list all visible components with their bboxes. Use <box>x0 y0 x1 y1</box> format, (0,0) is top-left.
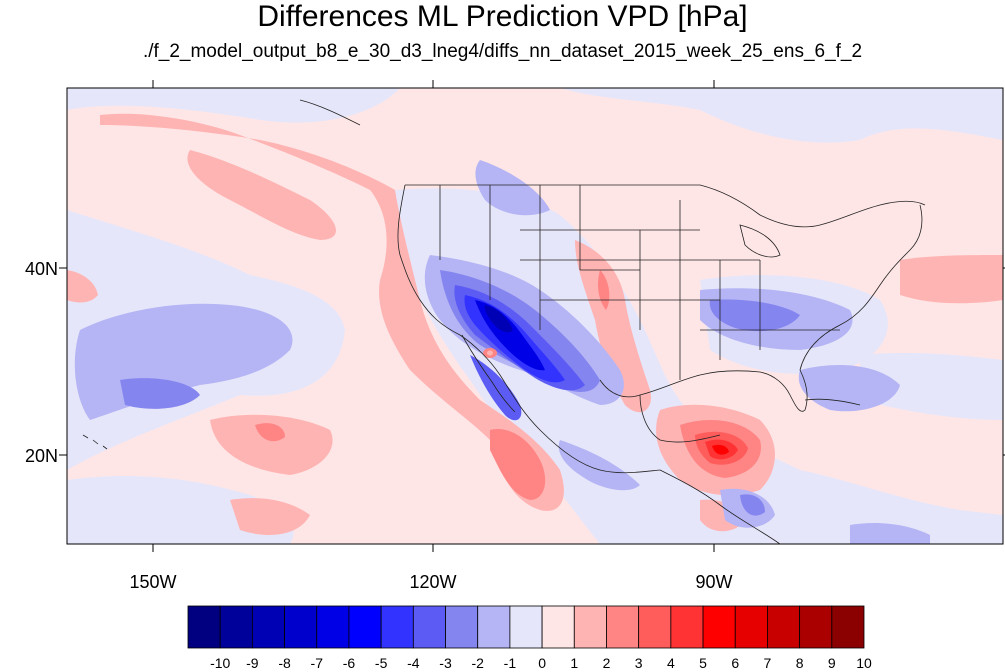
colorbar-tick-label: -2 <box>471 655 484 671</box>
lat-label-40n: 40N <box>25 259 58 279</box>
colorbar-swatch <box>638 605 672 649</box>
colorbar-tick-label: 2 <box>603 655 611 671</box>
colorbar-tick-label: 10 <box>856 655 872 671</box>
colorbar-swatch <box>380 605 414 649</box>
colorbar-swatch <box>477 605 511 649</box>
colorbar-swatch <box>187 605 221 649</box>
colorbar-tick-label: 6 <box>731 655 739 671</box>
colorbar-swatch <box>316 605 350 649</box>
colorbar-tick-label: 4 <box>667 655 675 671</box>
colorbar-swatch <box>284 605 318 649</box>
colorbar-swatch <box>767 605 801 649</box>
colorbar-swatch <box>251 605 285 649</box>
colorbar-tick-label: -5 <box>375 655 388 671</box>
colorbar-swatch <box>702 605 736 649</box>
colorbar-tick-label: 7 <box>764 655 772 671</box>
colorbar-swatch <box>509 605 543 649</box>
colorbar-swatch <box>541 605 575 649</box>
lon-label-90w: 90W <box>695 572 732 592</box>
colorbar-tick-label: -4 <box>407 655 420 671</box>
lon-label-150w: 150W <box>129 572 176 592</box>
colorbar-tick-label: 9 <box>828 655 836 671</box>
colorbar-tick-label: -7 <box>311 655 324 671</box>
colorbar-swatch <box>799 605 833 649</box>
colorbar-tick-label: 5 <box>699 655 707 671</box>
colorbar-swatch <box>606 605 640 649</box>
colorbar-tick-label: -9 <box>246 655 259 671</box>
colorbar-tick-label: -6 <box>343 655 356 671</box>
colorbar-swatch <box>348 605 382 649</box>
colorbar-swatch <box>670 605 704 649</box>
colorbar-tick-label: 1 <box>570 655 578 671</box>
colorbar: -10 -9 -8 -7 -6 -5 -4 -3 -2 -1 0 1 2 3 4 5 6 7 8 9 10 <box>187 605 872 671</box>
map-subtitle: ./f_2_model_output_b8_e_30_d3_lneg4/diff… <box>142 41 863 62</box>
coastline-boundaries <box>82 99 926 544</box>
lon-label-120w: 120W <box>409 572 456 592</box>
colorbar-swatch <box>573 605 607 649</box>
colorbar-swatch <box>412 605 446 649</box>
lat-label-20n: 20N <box>25 446 58 466</box>
map-title: Differences ML Prediction VPD [hPa] <box>257 0 748 33</box>
colorbar-tick-label: 8 <box>796 655 804 671</box>
colorbar-swatch <box>219 605 253 649</box>
map-frame <box>66 87 1004 545</box>
colorbar-tick-label: -3 <box>439 655 452 671</box>
colorbar-swatch <box>831 605 865 649</box>
colorbar-tick-label: -10 <box>210 655 230 671</box>
colorbar-tick-label: -8 <box>278 655 291 671</box>
colorbar-swatch <box>445 605 479 649</box>
colorbar-tick-label: 3 <box>635 655 643 671</box>
colorbar-tick-label: 0 <box>538 655 546 671</box>
axis-ticks <box>59 80 1005 552</box>
colorbar-tick-label: -1 <box>504 655 517 671</box>
colorbar-swatch <box>734 605 768 649</box>
vpd-difference-field <box>67 88 1003 544</box>
